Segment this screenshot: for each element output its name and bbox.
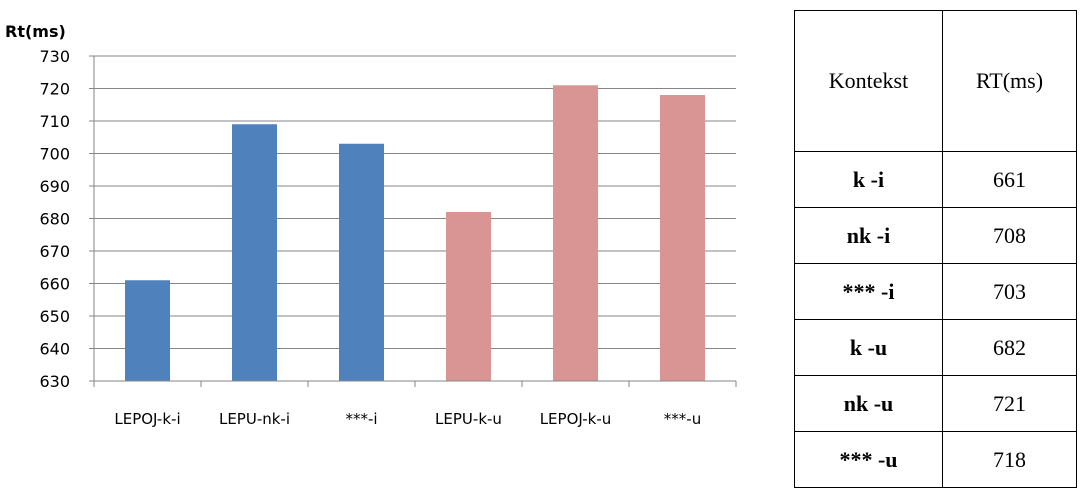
- table-row: k -u 682: [794, 319, 1077, 376]
- y-tick-label: 680: [39, 210, 70, 229]
- table-row: nk -u 721: [794, 375, 1077, 432]
- y-tick-label: 710: [39, 112, 70, 131]
- bars: [125, 85, 705, 381]
- y-tick-label: 670: [39, 242, 70, 261]
- bar: [339, 143, 384, 381]
- bar: [125, 280, 170, 381]
- x-tick-label: LEPU-nk-i: [219, 410, 290, 428]
- x-tick-labels: LEPOJ-k-i LEPU-nk-i ***-i LEPU-k-u LEPOJ-k-u…: [114, 410, 701, 428]
- y-tick-label: 720: [39, 80, 70, 99]
- bar: [660, 95, 705, 381]
- y-axis-label: Rt(ms): [5, 22, 66, 41]
- context-cell: nk -u: [794, 375, 943, 432]
- axes: [89, 55, 737, 387]
- bar: [446, 212, 491, 381]
- rt-table: Kontekst RT(ms) k -i 661 nk -i 708 *** -…: [794, 10, 1077, 488]
- context-cell: k -i: [794, 151, 943, 208]
- bar: [232, 124, 277, 381]
- table-row: k -i 661: [794, 151, 1077, 208]
- table-row: *** -u 718: [794, 431, 1077, 488]
- y-tick-labels: 630 640 650 660 670 680 690 700 710 720 730: [39, 47, 70, 391]
- table-header-row: Kontekst RT(ms): [794, 10, 1077, 152]
- rt-cell: 661: [942, 151, 1077, 208]
- y-tick-label: 690: [39, 177, 70, 196]
- x-tick-label: ***-u: [664, 410, 701, 428]
- rt-cell: 718: [942, 431, 1077, 488]
- bar-chart: Rt(ms) 630 640 650 660 670 680 690 700 710 720 730…: [5, 22, 737, 428]
- x-tick-label: LEPOJ-k-u: [540, 410, 612, 428]
- rt-cell: 721: [942, 375, 1077, 432]
- y-tick-label: 640: [39, 340, 70, 359]
- x-tick-label: LEPOJ-k-i: [114, 410, 180, 428]
- rt-cell: 708: [942, 207, 1077, 264]
- gridlines: [94, 55, 736, 349]
- bar: [553, 85, 598, 381]
- header-rt: RT(ms): [942, 10, 1077, 152]
- table-row: *** -i 703: [794, 263, 1077, 320]
- x-tick-label: ***-i: [345, 410, 377, 428]
- y-tick-label: 650: [39, 307, 70, 326]
- context-cell: *** -u: [794, 431, 943, 488]
- context-cell: *** -i: [794, 263, 943, 320]
- rt-cell: 703: [942, 263, 1077, 320]
- y-tick-label: 630: [39, 372, 70, 391]
- x-tick-label: LEPU-k-u: [435, 410, 502, 428]
- y-tick-label: 700: [39, 145, 70, 164]
- table-row: nk -i 708: [794, 207, 1077, 264]
- rt-cell: 682: [942, 319, 1077, 376]
- header-kontekst: Kontekst: [794, 10, 943, 152]
- context-cell: nk -i: [794, 207, 943, 264]
- y-tick-label: 660: [39, 275, 70, 294]
- context-cell: k -u: [794, 319, 943, 376]
- y-tick-label: 730: [39, 47, 70, 66]
